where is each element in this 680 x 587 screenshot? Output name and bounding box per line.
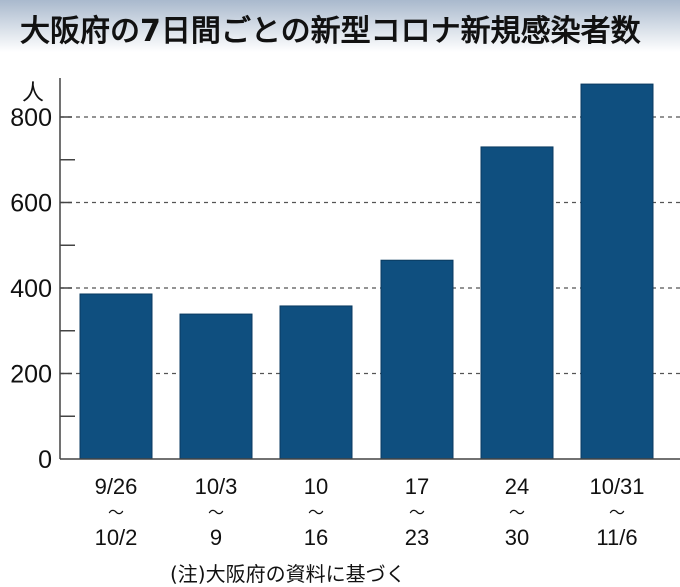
bar: [79, 293, 153, 460]
y-tick-label: 0: [38, 446, 52, 474]
bar: [580, 83, 654, 460]
x-tick-label-sep: ～: [208, 505, 224, 522]
x-tick-label-from: 10/31: [589, 474, 644, 499]
x-tick-label-to: 23: [405, 525, 429, 550]
x-tick-label-sep: ～: [409, 505, 425, 522]
x-tick-label-from: 17: [405, 474, 429, 499]
y-tick-label: 800: [10, 104, 52, 132]
x-tick-label-to: 9: [210, 525, 222, 550]
x-tick-label-to: 30: [505, 525, 529, 550]
y-tick-label: 600: [10, 190, 52, 218]
y-axis-unit: 人: [22, 80, 44, 105]
chart-title: 大阪府の7日間ごとの新型コロナ新規感染者数: [20, 14, 641, 49]
x-tick-label-sep: ～: [108, 505, 124, 522]
x-tick-label-from: 24: [505, 474, 529, 499]
bar: [179, 313, 253, 460]
x-tick-label-from: 9/26: [95, 474, 138, 499]
x-tick-label-from: 10: [304, 474, 328, 499]
x-tick-label-sep: ～: [308, 505, 324, 522]
x-tick-label-sep: ～: [509, 505, 525, 522]
y-tick-label: 200: [10, 361, 52, 389]
y-tick-label: 400: [10, 275, 52, 303]
bar: [480, 146, 554, 460]
x-tick-label-sep: ～: [609, 505, 625, 522]
x-tick-label-to: 16: [304, 525, 328, 550]
source-note: (注)大阪府の資料に基づく: [170, 562, 406, 586]
title-bar: 大阪府の7日間ごとの新型コロナ新規感染者数: [0, 0, 680, 52]
x-tick-label-to: 10/2: [95, 525, 138, 550]
x-tick-label-from: 10/3: [195, 474, 238, 499]
bar: [279, 305, 353, 460]
x-tick-label-to: 11/6: [596, 525, 637, 550]
bar: [380, 259, 454, 460]
